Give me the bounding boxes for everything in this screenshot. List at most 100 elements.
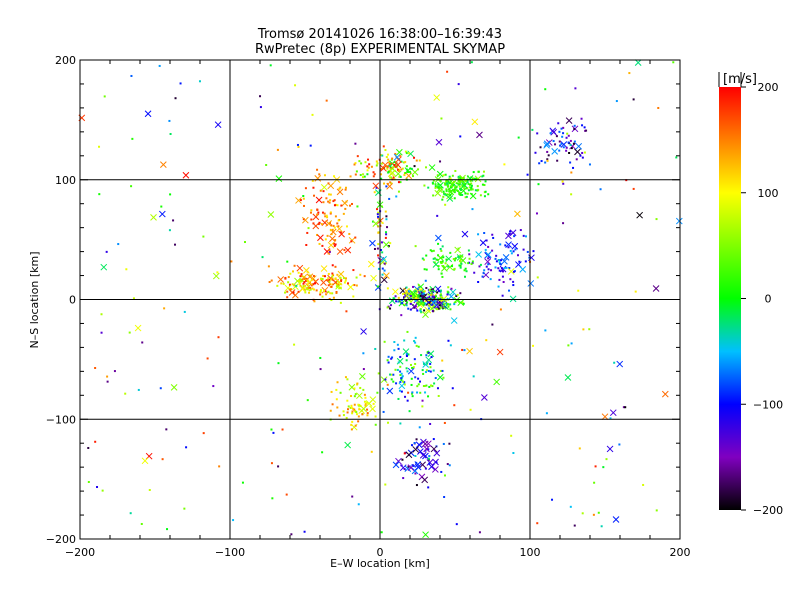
data-point <box>405 299 408 302</box>
data-point <box>288 283 291 286</box>
data-point-cross <box>466 175 474 182</box>
data-point <box>415 159 418 162</box>
data-point <box>350 406 353 409</box>
data-point <box>352 407 355 410</box>
data-point <box>394 295 397 298</box>
x-tick-label: −200 <box>65 546 95 559</box>
data-point <box>212 385 215 388</box>
data-point <box>440 188 443 191</box>
data-point-cross <box>275 175 283 182</box>
data-point <box>277 465 280 468</box>
data-point <box>443 474 446 477</box>
cross-stroke <box>447 293 455 300</box>
data-point <box>386 226 389 229</box>
data-point <box>432 369 435 372</box>
data-point-cross <box>306 273 314 281</box>
data-point <box>287 281 290 284</box>
cross-stroke <box>502 254 510 261</box>
cross-stroke <box>335 225 343 233</box>
data-point <box>329 229 332 232</box>
cross-stroke <box>372 220 380 227</box>
data-point <box>470 182 473 185</box>
data-point <box>387 245 390 248</box>
cross-stroke <box>369 239 376 247</box>
data-point <box>657 106 660 109</box>
data-point <box>427 458 430 461</box>
cross-stroke <box>447 188 455 196</box>
data-point <box>363 175 366 178</box>
data-point <box>510 434 513 437</box>
data-point <box>270 428 273 431</box>
data-point <box>359 273 362 276</box>
data-point <box>344 188 347 191</box>
data-point <box>443 193 446 196</box>
data-point <box>443 496 446 499</box>
data-point <box>435 295 438 298</box>
data-point <box>297 290 300 293</box>
data-point <box>451 387 454 390</box>
cross-stroke <box>267 211 275 218</box>
data-point <box>328 193 331 196</box>
data-point <box>293 343 296 346</box>
data-point-cross <box>405 451 413 459</box>
data-point <box>485 339 488 342</box>
data-point <box>440 262 443 265</box>
data-point <box>334 277 337 280</box>
data-point <box>413 165 416 168</box>
data-point <box>422 258 425 261</box>
data-point <box>528 256 531 259</box>
data-point <box>567 134 570 137</box>
data-point <box>456 293 459 296</box>
cross-stroke <box>214 121 222 129</box>
data-point <box>391 356 394 359</box>
data-point-cross <box>417 448 424 455</box>
data-point <box>414 362 417 365</box>
data-point <box>399 380 402 383</box>
data-point <box>185 446 188 449</box>
cross-stroke <box>405 451 413 459</box>
data-point-cross <box>466 347 473 355</box>
data-point <box>333 244 336 247</box>
data-point <box>405 165 408 168</box>
data-point-cross <box>446 195 454 202</box>
data-point <box>463 269 466 272</box>
data-point <box>427 299 430 302</box>
data-point <box>441 299 444 302</box>
cross-stroke <box>412 446 420 453</box>
data-point <box>409 295 412 298</box>
data-point <box>427 186 430 189</box>
cross-stroke <box>277 276 285 283</box>
data-point <box>437 254 440 257</box>
data-point-cross <box>507 268 515 275</box>
data-point <box>407 290 410 293</box>
data-point-cross <box>394 170 402 178</box>
data-point <box>354 173 357 176</box>
data-point <box>559 144 562 147</box>
cross-stroke <box>432 261 440 268</box>
data-point-cross <box>429 299 437 306</box>
data-point <box>478 531 481 534</box>
data-point <box>366 173 369 176</box>
data-point-cross <box>612 516 620 523</box>
data-point <box>534 151 537 154</box>
data-point <box>400 314 403 317</box>
data-point <box>672 61 675 64</box>
data-point <box>388 164 391 167</box>
data-point <box>101 489 104 492</box>
data-point <box>546 159 549 162</box>
data-point-cross <box>150 214 157 221</box>
data-point-cross <box>471 118 479 126</box>
cross-stroke <box>284 284 292 292</box>
data-point <box>414 455 417 458</box>
data-point <box>340 279 343 282</box>
data-point <box>465 195 468 198</box>
data-point <box>468 257 471 260</box>
data-point <box>374 347 377 350</box>
data-point-cross <box>564 374 572 381</box>
data-point <box>309 144 312 147</box>
data-point-cross <box>634 59 642 66</box>
data-point <box>569 505 572 508</box>
data-point <box>462 302 465 305</box>
data-point <box>442 190 445 193</box>
cross-stroke <box>141 457 149 465</box>
